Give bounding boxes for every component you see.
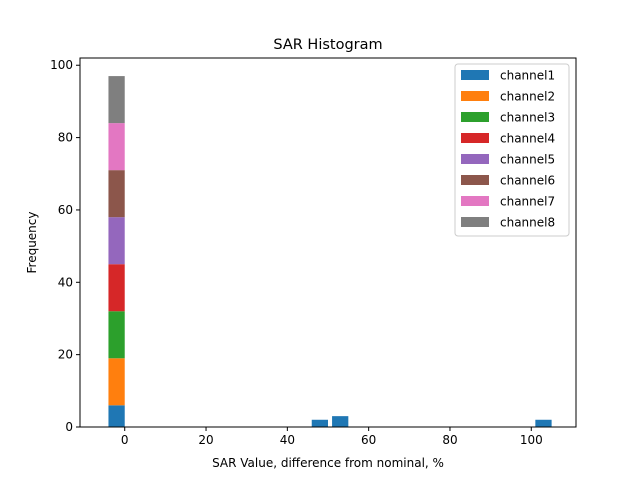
bar-channel7-0 [108, 123, 124, 170]
bar-channel1-0 [108, 405, 124, 427]
x-tick-label-0: 0 [121, 433, 129, 447]
y-tick-label-2: 40 [58, 275, 73, 289]
y-axis-label: Frequency [25, 212, 39, 274]
legend-swatch-channel6 [461, 175, 489, 185]
legend-label-channel6: channel6 [500, 174, 555, 188]
x-tick-label-5: 100 [520, 433, 543, 447]
legend-label-channel1: channel1 [500, 69, 555, 83]
legend-swatch-channel7 [461, 196, 489, 206]
bar-channel4-0 [108, 264, 124, 311]
legend: channel1 channel2 channel3 channel4 channel5… [455, 64, 569, 236]
legend-label-channel3: channel3 [500, 111, 555, 125]
y-tick-label-0: 0 [65, 420, 73, 434]
legend-swatch-channel4 [461, 133, 489, 143]
bar-channel1-3 [535, 420, 551, 427]
legend-swatch-channel8 [461, 217, 489, 227]
bar-channel2-0 [108, 358, 124, 405]
x-tick-label-3: 60 [361, 433, 376, 447]
x-tick-label-2: 40 [280, 433, 295, 447]
y-tick-label-3: 60 [58, 203, 73, 217]
bar-channel6-0 [108, 170, 124, 217]
x-axis-label: SAR Value, difference from nominal, % [212, 456, 444, 470]
bar-channel5-0 [108, 217, 124, 264]
bar-channel3-0 [108, 311, 124, 358]
x-tick-label-1: 20 [198, 433, 213, 447]
legend-label-channel7: channel7 [500, 195, 555, 209]
sar-histogram-chart: SAR Histogram 0 20 40 60 80 100 020406080100 … [0, 0, 640, 480]
legend-swatch-channel5 [461, 154, 489, 164]
bar-channel1-2 [332, 416, 348, 427]
x-tick-label-4: 80 [442, 433, 457, 447]
bar-channel8-0 [108, 76, 124, 123]
legend-label-channel5: channel5 [500, 153, 555, 167]
y-tick-label-1: 20 [58, 348, 73, 362]
y-tick-label-5: 100 [50, 58, 73, 72]
y-tick-label-4: 80 [58, 131, 73, 145]
legend-label-channel8: channel8 [500, 216, 555, 230]
legend-swatch-channel3 [461, 112, 489, 122]
chart-title: SAR Histogram [273, 37, 382, 53]
bar-channel1-1 [312, 420, 328, 427]
legend-label-channel2: channel2 [500, 90, 555, 104]
legend-label-channel4: channel4 [500, 132, 555, 146]
legend-swatch-channel2 [461, 91, 489, 101]
legend-swatch-channel1 [461, 70, 489, 80]
